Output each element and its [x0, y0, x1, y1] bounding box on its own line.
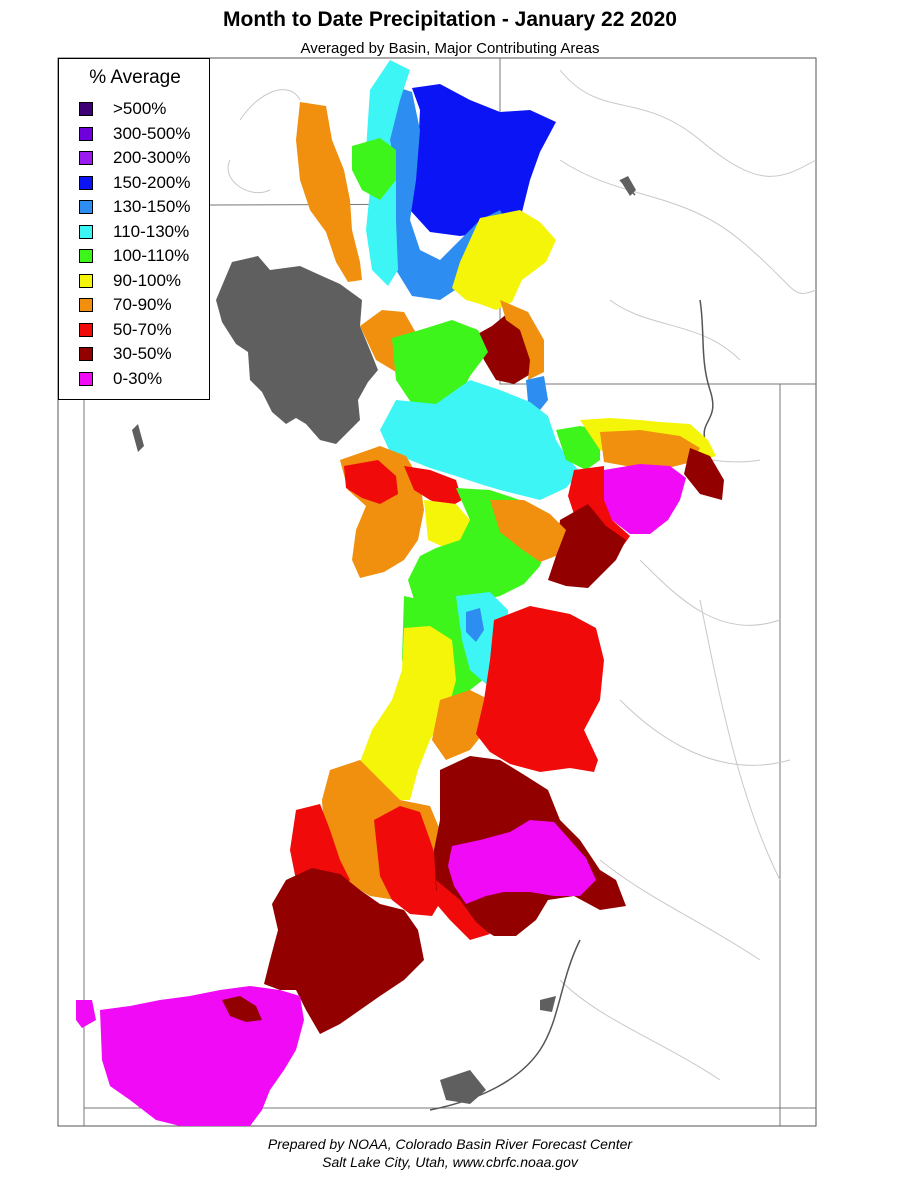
basin-0-30-east — [600, 464, 686, 534]
credit-line-1: Prepared by NOAA, Colorado Basin River F… — [267, 1136, 633, 1152]
basin-0-30-west-spot — [76, 1000, 96, 1028]
legend-item: >500% — [79, 97, 166, 121]
legend-label: 130-150% — [113, 197, 191, 216]
legend-label: 150-200% — [113, 172, 191, 192]
map-subtitle: Averaged by Basin, Major Contributing Ar… — [300, 40, 600, 57]
legend-label: 300-500% — [113, 123, 191, 143]
basin-50-70-south-mid — [436, 880, 490, 940]
basin-130-150-south — [466, 608, 484, 642]
great-salt-lake — [216, 256, 378, 444]
legend-swatch — [79, 371, 93, 386]
legend-item: 50-70% — [79, 318, 172, 342]
legend-swatch — [79, 298, 93, 312]
legend-label: 70-90% — [113, 295, 172, 314]
basin-50-70-escalante — [374, 806, 444, 916]
legend-item: 90-100% — [79, 269, 181, 293]
legend-swatch — [79, 224, 93, 239]
legend-item: 70-90% — [79, 293, 172, 317]
credit-line-2: Salt Lake City, Utah, www.cbrfc.noaa.gov — [322, 1154, 578, 1170]
legend-swatch — [79, 273, 93, 288]
legend-title: % Average — [89, 67, 181, 88]
basin-50-70-price — [476, 606, 604, 772]
reservoirs — [132, 176, 636, 1104]
legend-item: 110-130% — [79, 220, 189, 244]
basin-90-100-northeast — [452, 210, 556, 310]
basin-0-30-san-rafael — [448, 820, 596, 904]
legend-label: 200-300% — [113, 148, 191, 167]
legend-swatch — [79, 249, 93, 263]
basin-70-90-east — [600, 430, 700, 470]
legend-label: >500% — [113, 99, 167, 118]
legend-swatch — [79, 126, 93, 141]
legend-swatch — [79, 102, 93, 116]
legend-label: 30-50% — [113, 344, 172, 363]
legend-swatch — [79, 322, 93, 337]
legend-swatch — [79, 151, 93, 165]
basin-30-50-virgin — [264, 868, 424, 1034]
legend-item: 30-50% — [79, 342, 172, 366]
legend-item: 150-200% — [79, 171, 191, 195]
legend-item: 300-500% — [79, 122, 191, 146]
basin-100-110-east — [556, 426, 600, 470]
legend-label: 90-100% — [113, 270, 182, 290]
legend-box: % Average >500% 300-500% 200-300% 150-200% 1… — [58, 58, 210, 400]
map-frame — [57, 57, 817, 1127]
legend-swatch — [79, 347, 93, 361]
basin-50-70-west-central — [344, 460, 398, 504]
basin-130-150-east-small — [526, 376, 548, 410]
basin-30-50-duchesne — [548, 504, 626, 588]
legend-label: 0-30% — [113, 368, 163, 388]
basin-90-100-sevier — [360, 626, 456, 800]
basin-regions — [76, 60, 724, 1126]
legend-item: 0-30% — [79, 367, 162, 391]
basin-70-90-northwest — [296, 102, 362, 282]
basin-110-130-central — [380, 380, 580, 500]
basin-100-110-north — [352, 138, 396, 200]
legend-item: 100-110% — [79, 244, 189, 268]
basin-70-90-east-north — [500, 300, 544, 380]
basin-70-90-central-east — [490, 500, 566, 562]
legend-swatch — [79, 175, 93, 190]
legend-label: 100-110% — [113, 246, 190, 265]
basin-50-70-wasatch-south — [404, 466, 462, 508]
map-title: Month to Date Precipitation - January 22… — [223, 8, 677, 31]
basin-70-90-sevier-east — [432, 690, 490, 760]
legend-label: 110-130% — [113, 221, 190, 241]
basin-90-100-spanish-fork — [424, 500, 470, 548]
legend-label: 50-70% — [113, 319, 172, 339]
basin-30-50-east-corner — [684, 448, 724, 500]
legend-item: 200-300% — [79, 146, 191, 170]
legend-swatch — [79, 200, 93, 214]
basin-150-200-north — [408, 84, 556, 236]
basin-30-50-southwest-strip — [222, 996, 262, 1022]
legend-item: 130-150% — [79, 195, 191, 219]
basin-0-30-southwest — [100, 986, 304, 1126]
